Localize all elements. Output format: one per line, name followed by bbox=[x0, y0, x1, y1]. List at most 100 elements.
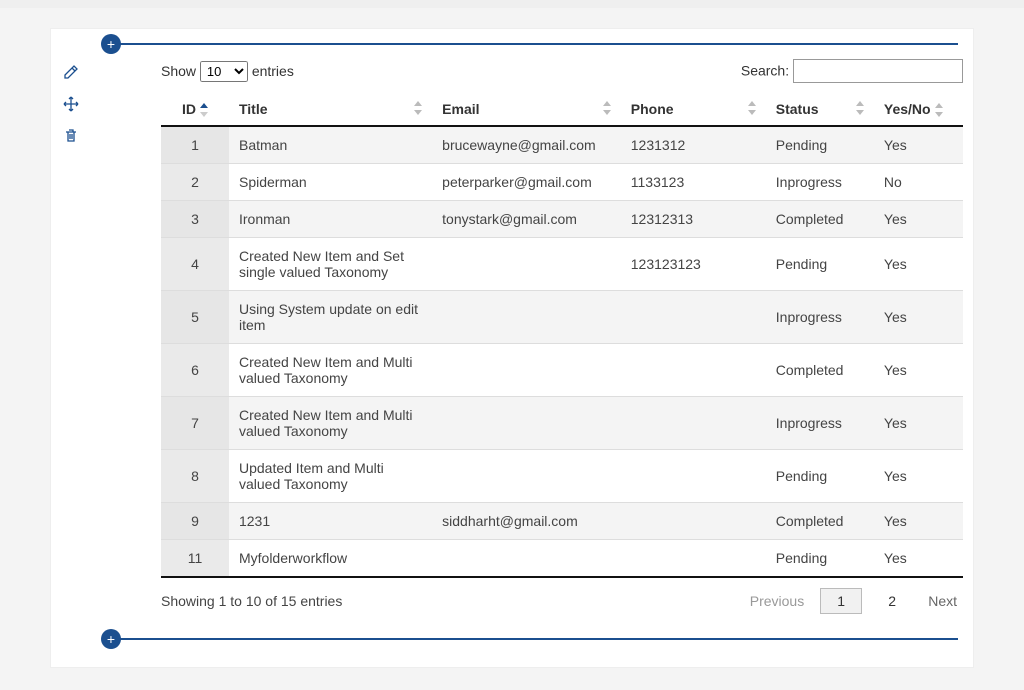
length-label-pre: Show bbox=[161, 63, 196, 79]
col-header-status[interactable]: Status bbox=[766, 93, 874, 126]
sort-icon bbox=[200, 103, 208, 117]
col-header-email[interactable]: Email bbox=[432, 93, 621, 126]
cell-email bbox=[432, 238, 621, 291]
cell-id: 4 bbox=[161, 238, 229, 291]
col-header-label: Status bbox=[776, 101, 819, 117]
col-header-label: Title bbox=[239, 101, 268, 117]
cell-yesno: Yes bbox=[874, 126, 963, 164]
cell-yesno: Yes bbox=[874, 201, 963, 238]
cell-email: brucewayne@gmail.com bbox=[432, 126, 621, 164]
zone-divider-top: + bbox=[111, 43, 958, 45]
cell-phone: 1231312 bbox=[621, 126, 766, 164]
pager: Previous 12 Next bbox=[744, 588, 963, 614]
col-header-label: Yes/No bbox=[884, 101, 931, 117]
table-row[interactable]: 3Ironmantonystark@gmail.com12312313Compl… bbox=[161, 201, 963, 238]
search-label: Search: bbox=[741, 63, 789, 79]
cell-title: Batman bbox=[229, 126, 432, 164]
table-info: Showing 1 to 10 of 15 entries bbox=[161, 593, 342, 609]
cell-yesno: Yes bbox=[874, 291, 963, 344]
pager-page-1[interactable]: 1 bbox=[820, 588, 862, 614]
cell-title: Created New Item and Set single valued T… bbox=[229, 238, 432, 291]
cell-status: Completed bbox=[766, 201, 874, 238]
cell-yesno: Yes bbox=[874, 450, 963, 503]
pager-next[interactable]: Next bbox=[922, 589, 963, 613]
cell-status: Inprogress bbox=[766, 291, 874, 344]
cell-status: Pending bbox=[766, 540, 874, 578]
cell-email: siddharht@gmail.com bbox=[432, 503, 621, 540]
col-header-yesno[interactable]: Yes/No bbox=[874, 93, 963, 126]
cell-status: Inprogress bbox=[766, 397, 874, 450]
search-control: Search: bbox=[741, 59, 963, 83]
add-webpart-bottom-button[interactable]: + bbox=[101, 629, 121, 649]
cell-title: Created New Item and Multi valued Taxono… bbox=[229, 397, 432, 450]
table-row[interactable]: 1Batmanbrucewayne@gmail.com1231312Pendin… bbox=[161, 126, 963, 164]
cell-id: 9 bbox=[161, 503, 229, 540]
zone-divider-bottom: + bbox=[111, 638, 958, 640]
data-table: ID Title Email Phone Status Yes/No 1Batmanbru… bbox=[161, 93, 963, 578]
cell-yesno: Yes bbox=[874, 540, 963, 578]
cell-title: Myfolderworkflow bbox=[229, 540, 432, 578]
cell-yesno: Yes bbox=[874, 344, 963, 397]
cell-id: 11 bbox=[161, 540, 229, 578]
cell-id: 8 bbox=[161, 450, 229, 503]
sort-icon bbox=[414, 101, 422, 115]
move-icon[interactable] bbox=[62, 95, 80, 113]
cell-phone bbox=[621, 291, 766, 344]
cell-phone: 12312313 bbox=[621, 201, 766, 238]
table-row[interactable]: 5Using System update on edit itemInprogr… bbox=[161, 291, 963, 344]
pager-page-2[interactable]: 2 bbox=[872, 589, 912, 613]
webpart-side-toolbar bbox=[51, 59, 91, 145]
cell-title: Ironman bbox=[229, 201, 432, 238]
cell-title: Created New Item and Multi valued Taxono… bbox=[229, 344, 432, 397]
table-row[interactable]: 91231siddharht@gmail.comCompletedYes bbox=[161, 503, 963, 540]
cell-email bbox=[432, 291, 621, 344]
cell-title: Updated Item and Multi valued Taxonomy bbox=[229, 450, 432, 503]
cell-status: Pending bbox=[766, 450, 874, 503]
cell-phone bbox=[621, 540, 766, 578]
sort-icon bbox=[603, 101, 611, 115]
sort-icon bbox=[856, 101, 864, 115]
col-header-id[interactable]: ID bbox=[161, 93, 229, 126]
cell-phone bbox=[621, 397, 766, 450]
cell-email bbox=[432, 344, 621, 397]
table-row[interactable]: 8Updated Item and Multi valued Taxonomy P… bbox=[161, 450, 963, 503]
cell-id: 7 bbox=[161, 397, 229, 450]
table-row[interactable]: 11Myfolderworkflow PendingYes bbox=[161, 540, 963, 578]
add-webpart-top-button[interactable]: + bbox=[101, 34, 121, 54]
cell-id: 1 bbox=[161, 126, 229, 164]
cell-yesno: No bbox=[874, 164, 963, 201]
cell-status: Inprogress bbox=[766, 164, 874, 201]
pager-previous[interactable]: Previous bbox=[744, 589, 810, 613]
cell-id: 6 bbox=[161, 344, 229, 397]
cell-phone bbox=[621, 450, 766, 503]
edit-icon[interactable] bbox=[62, 63, 80, 81]
search-input[interactable] bbox=[793, 59, 963, 83]
col-header-phone[interactable]: Phone bbox=[621, 93, 766, 126]
table-row[interactable]: 6Created New Item and Multi valued Taxon… bbox=[161, 344, 963, 397]
length-select[interactable]: 102550100 bbox=[200, 61, 248, 82]
cell-status: Pending bbox=[766, 126, 874, 164]
cell-email bbox=[432, 397, 621, 450]
cell-title: Spiderman bbox=[229, 164, 432, 201]
table-row[interactable]: 2Spidermanpeterparker@gmail.com1133123In… bbox=[161, 164, 963, 201]
length-label-post: entries bbox=[252, 63, 294, 79]
webpart-panel: + Show 102550100 entries bbox=[50, 28, 974, 668]
col-header-label: ID bbox=[182, 101, 196, 117]
cell-status: Pending bbox=[766, 238, 874, 291]
cell-email bbox=[432, 450, 621, 503]
table-row[interactable]: 4Created New Item and Set single valued … bbox=[161, 238, 963, 291]
table-row[interactable]: 7Created New Item and Multi valued Taxon… bbox=[161, 397, 963, 450]
window-topbar bbox=[0, 0, 1024, 8]
col-header-label: Phone bbox=[631, 101, 674, 117]
col-header-title[interactable]: Title bbox=[229, 93, 432, 126]
cell-yesno: Yes bbox=[874, 397, 963, 450]
cell-yesno: Yes bbox=[874, 238, 963, 291]
delete-icon[interactable] bbox=[62, 127, 80, 145]
cell-email: peterparker@gmail.com bbox=[432, 164, 621, 201]
sort-icon bbox=[935, 103, 943, 117]
cell-email: tonystark@gmail.com bbox=[432, 201, 621, 238]
cell-yesno: Yes bbox=[874, 503, 963, 540]
length-control: Show 102550100 entries bbox=[161, 61, 294, 82]
datatable-container: Show 102550100 entries Search: ID Title Em… bbox=[91, 59, 973, 624]
cell-email bbox=[432, 540, 621, 578]
